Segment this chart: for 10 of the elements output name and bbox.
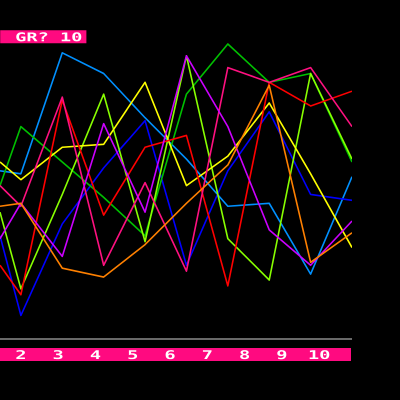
x-tick-label: 2 xyxy=(16,350,25,359)
x-tick-label: 6 xyxy=(166,350,175,360)
x-tick-label: 10 xyxy=(310,350,330,360)
chart-title: GR? 10 xyxy=(16,32,82,42)
x-tick-label: 5 xyxy=(128,350,138,360)
x-tick-label: 9 xyxy=(277,350,286,360)
x-tick-label: 4 xyxy=(90,350,100,359)
x-tick-label: 8 xyxy=(240,350,250,360)
x-tick-label: 7 xyxy=(202,350,212,359)
x-tick-label: 3 xyxy=(54,350,63,360)
